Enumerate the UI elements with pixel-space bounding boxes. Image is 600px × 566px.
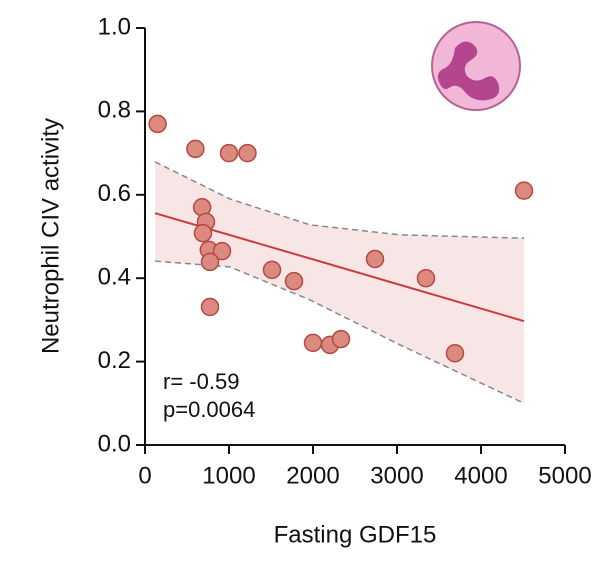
x-tick-label: 5000 bbox=[538, 462, 591, 489]
point bbox=[238, 143, 257, 163]
point bbox=[193, 223, 213, 243]
y-tick-label: 0.2 bbox=[98, 347, 131, 374]
point bbox=[445, 344, 465, 363]
x-tick-label: 4000 bbox=[454, 462, 507, 489]
confidence-bound bbox=[154, 161, 525, 239]
y-tick-label: 0.8 bbox=[98, 97, 131, 124]
point bbox=[303, 333, 323, 353]
y-tick-label: 1.0 bbox=[98, 13, 131, 40]
point bbox=[200, 252, 220, 272]
point bbox=[416, 268, 436, 288]
point bbox=[284, 271, 304, 291]
point bbox=[514, 181, 534, 200]
point bbox=[262, 260, 282, 280]
point bbox=[148, 114, 167, 134]
x-tick-label: 2000 bbox=[286, 462, 339, 489]
point bbox=[212, 241, 232, 261]
point bbox=[186, 139, 205, 159]
x-tick-label: 1000 bbox=[202, 462, 255, 489]
point bbox=[200, 297, 220, 317]
y-tick-label: 0.4 bbox=[98, 264, 131, 291]
neutrophil-icon bbox=[431, 21, 521, 111]
x-axis-label: Fasting GDF15 bbox=[274, 521, 437, 548]
y-axis-label: Neutrophil CIV activity bbox=[37, 118, 64, 354]
x-tick-label: 0 bbox=[138, 462, 151, 489]
annotation: p=0.0064 bbox=[163, 397, 255, 422]
confidence-band bbox=[155, 161, 525, 404]
point bbox=[331, 329, 351, 349]
regression-line bbox=[154, 212, 525, 323]
annotation: r= -0.59 bbox=[163, 369, 239, 394]
y-tick-label: 0.0 bbox=[98, 430, 131, 457]
y-tick-label: 0.6 bbox=[98, 180, 131, 207]
point bbox=[365, 249, 385, 269]
point bbox=[219, 143, 239, 163]
x-tick-label: 3000 bbox=[370, 462, 423, 489]
